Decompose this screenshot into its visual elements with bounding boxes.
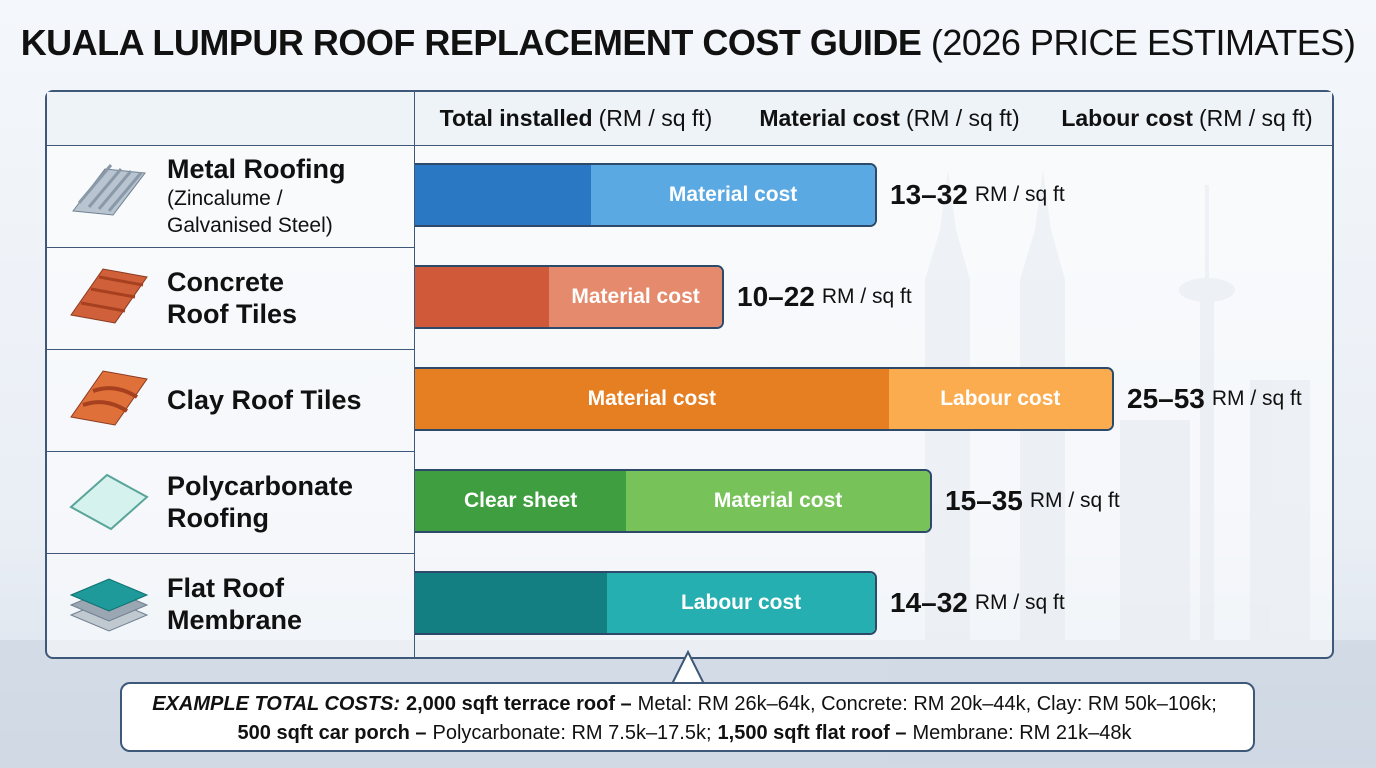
range-unit: RM / sq ft [1029, 489, 1120, 512]
name-line: Metal Roofing [167, 154, 346, 184]
title-note: (2026 PRICE ESTIMATES) [930, 22, 1356, 63]
bar-segment: Material cost [591, 165, 875, 225]
roof-icon [69, 473, 149, 531]
column-header: Material cost (RM / sq ft) [737, 92, 1043, 145]
footer-part: Metal: RM 26k–64k, Concrete: RM 20k–44k,… [637, 693, 1217, 715]
sub-line: (Zincalume / [167, 187, 283, 210]
column-unit: (RM / sq ft) [1198, 105, 1313, 131]
name-line: Flat Roof [167, 573, 284, 603]
bar-segment: Labour cost [607, 573, 875, 633]
footer-line: EXAMPLE TOTAL COSTS: 2,000 sqft terrace r… [122, 690, 1253, 719]
column-unit: (RM / sq ft) [905, 105, 1020, 131]
name-line: Roof Tiles [167, 299, 298, 329]
bar-segment [415, 267, 550, 327]
example-costs: EXAMPLE TOTAL COSTS: 2,000 sqft terrace r… [120, 682, 1255, 752]
footer-part: 2,000 sqft terrace roof – [406, 693, 632, 715]
range-value: 13–32 [890, 179, 968, 210]
title: KUALA LUMPUR ROOF REPLACEMENT COST GUIDE… [0, 22, 1376, 64]
cost-bar: Material cost [415, 265, 724, 329]
title-main: KUALA LUMPUR ROOF REPLACEMENT COST GUIDE [20, 22, 922, 63]
column-label: Total installed [439, 105, 593, 131]
segment-label: Material cost [668, 183, 798, 206]
cost-bar: Material cost Labour cost [415, 367, 1114, 431]
footer-part: 500 sqft car porch – [237, 722, 427, 744]
cost-table: Total installed (RM / sq ft) Material cost… [45, 90, 1334, 659]
header-blank [47, 92, 415, 145]
row-line [47, 247, 415, 248]
segment-label: Labour cost [940, 387, 1061, 410]
name-line: Clay Roof Tiles [167, 385, 362, 415]
footer-line: 500 sqft car porch – Polycarbonate: RM 7.… [122, 719, 1253, 748]
roof-name: Flat Roof Membrane [167, 572, 302, 636]
name-line: Membrane [167, 605, 303, 635]
cost-range: 10–22 RM / sq ft [737, 265, 912, 329]
roof-icon [69, 578, 149, 632]
pointer [670, 649, 706, 685]
footer-part: EXAMPLE TOTAL COSTS: [152, 693, 400, 715]
column-label: Material cost [759, 105, 900, 131]
footer-part: Polycarbonate: RM 7.5k–17.5k; [432, 722, 712, 744]
segment-label: Material cost [571, 285, 700, 308]
bar-segment [415, 165, 592, 225]
name-line: Polycarbonate [167, 471, 354, 501]
segment-label: Clear sheet [463, 489, 578, 512]
range-unit: RM / sq ft [974, 183, 1065, 206]
roof-name: Polycarbonate Roofing [167, 470, 353, 534]
column-header: Total installed (RM / sq ft) [415, 92, 738, 145]
cost-range: 15–35 RM / sq ft [945, 469, 1120, 533]
bar-segment: Material cost [549, 267, 722, 327]
cost-range: 25–53 RM / sq ft [1127, 367, 1302, 431]
roof-icon [70, 370, 148, 426]
range-unit: RM / sq ft [1211, 387, 1302, 410]
column-header: Labour cost (RM / sq ft) [1042, 92, 1332, 145]
header-line [47, 145, 1332, 146]
range-value: 14–32 [890, 587, 968, 618]
segment-label: Material cost [713, 489, 843, 512]
segment-label: Labour cost [680, 591, 802, 614]
cost-range: 13–32 RM / sq ft [890, 163, 1065, 227]
range-unit: RM / sq ft [974, 591, 1065, 614]
roof-icon [70, 268, 148, 324]
footer-part: 1,500 sqft flat roof – [717, 722, 907, 744]
column-unit: (RM / sq ft) [598, 105, 713, 131]
range-value: 15–35 [945, 485, 1023, 516]
roof-icon [72, 164, 146, 216]
row-line [47, 553, 415, 554]
bar-segment: Clear sheet [415, 471, 627, 531]
sub-line: Galvanised Steel) [167, 214, 333, 237]
column-divider [414, 92, 415, 657]
row-line [47, 451, 415, 452]
roof-name: Clay Roof Tiles [167, 384, 362, 416]
range-value: 10–22 [737, 281, 815, 312]
segment-label: Material cost [587, 387, 717, 410]
roof-name: Metal Roofing (Zincalume / Galvanised Stee… [167, 153, 345, 239]
cost-bar: Clear sheet Material cost [415, 469, 932, 533]
cost-bar: Material cost [415, 163, 877, 227]
range-value: 25–53 [1127, 383, 1205, 414]
column-label: Labour cost [1061, 105, 1193, 131]
bar-segment: Labour cost [888, 369, 1112, 429]
roof-name: Concrete Roof Tiles [167, 266, 297, 330]
cost-range: 14–32 RM / sq ft [890, 571, 1065, 635]
name-line: Concrete [167, 267, 285, 297]
bar-segment: Material cost [415, 369, 889, 429]
row-line [47, 349, 415, 350]
cost-bar: Labour cost [415, 571, 877, 635]
bar-segment [415, 573, 608, 633]
bar-segment: Material cost [626, 471, 930, 531]
range-unit: RM / sq ft [821, 285, 912, 308]
name-line: Roofing [167, 503, 269, 533]
footer-part: Membrane: RM 21k–48k [912, 722, 1132, 744]
